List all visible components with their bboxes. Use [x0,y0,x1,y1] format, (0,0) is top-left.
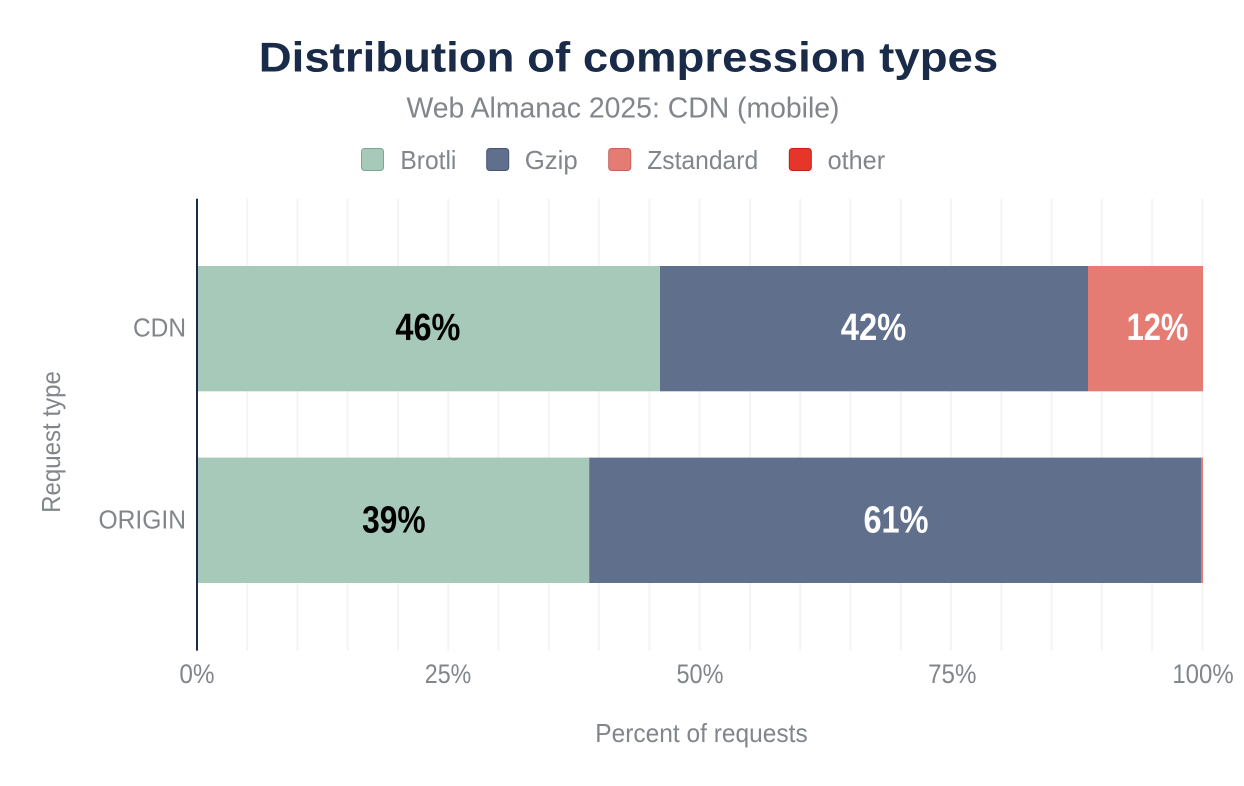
svg-text:25%: 25% [425,659,471,689]
svg-text:Zstandard: Zstandard [647,145,758,175]
svg-text:Gzip: Gzip [525,145,578,175]
svg-text:50%: 50% [677,659,724,689]
svg-text:46%: 46% [395,307,460,349]
svg-text:0%: 0% [179,659,214,689]
svg-text:Percent of requests: Percent of requests [595,718,807,748]
svg-text:other: other [828,145,886,175]
svg-text:61%: 61% [864,499,929,541]
svg-text:CDN: CDN [133,314,186,342]
svg-text:75%: 75% [928,659,976,689]
svg-text:ORIGIN: ORIGIN [99,507,187,535]
svg-text:Brotli: Brotli [400,145,456,175]
svg-text:Distribution of compression ty: Distribution of compression types [259,34,999,81]
svg-text:100%: 100% [1172,659,1233,689]
svg-text:Request type: Request type [36,371,66,513]
svg-text:12%: 12% [1127,307,1189,349]
svg-text:39%: 39% [362,499,426,541]
svg-text:42%: 42% [841,307,907,349]
svg-text:Web Almanac 2025: CDN (mobile): Web Almanac 2025: CDN (mobile) [407,92,840,124]
